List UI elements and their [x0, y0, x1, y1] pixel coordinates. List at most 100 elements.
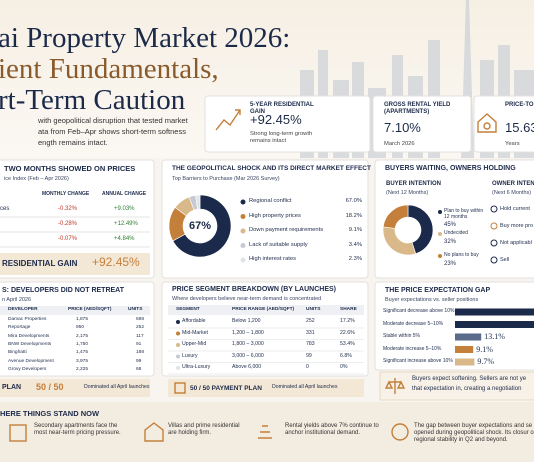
- panel-subtitle: Top Barriers to Purchase (Mar 2026 Surve…: [172, 176, 280, 182]
- table-cell: Binghatti: [8, 350, 27, 356]
- sub-subtitle: (Next 6 Months): [492, 190, 532, 196]
- table-cell: 91: [136, 341, 142, 347]
- table-cell: 22.6%: [340, 329, 355, 336]
- stat-label: PRICE-TO: [505, 102, 534, 108]
- table-cell: 3,975: [76, 358, 89, 364]
- table-cell: 99: [306, 352, 312, 359]
- column-header: PRICE (AED/SQFT): [68, 307, 112, 312]
- owner-item: Buy more pro: [500, 223, 534, 229]
- panel-title: PRICE SEGMENT BREAKDOWN (BY LAUNCHES): [172, 286, 336, 293]
- bar-label: Stable within 5%: [383, 333, 420, 339]
- stat-label: 5-YEAR RESIDENTIAL GAIN: [250, 102, 314, 115]
- column-header: ANNUAL CHANGE: [102, 191, 147, 197]
- column-header: UNITS: [306, 307, 321, 312]
- annual-change: +9.03%: [114, 206, 135, 212]
- annual-change: +4.84%: [114, 236, 135, 242]
- table-cell: 53.4%: [340, 341, 355, 347]
- gain-value: +92.45%: [92, 255, 140, 269]
- bar-value: 13.1%: [484, 332, 505, 341]
- legend-value: 45%: [444, 222, 457, 228]
- table-cell: 1,750: [76, 341, 89, 347]
- table-cell: 1,200 – 1,800: [232, 329, 264, 336]
- bar-label: Significant decrease above 10%: [383, 308, 455, 314]
- legend-label: No plans to buy: [444, 252, 479, 258]
- table-cell: 0%: [340, 364, 348, 370]
- owner-item: Hold current: [500, 206, 530, 212]
- table-cell: 3,000 – 6,000: [232, 352, 264, 359]
- table-cell: 68: [136, 366, 142, 372]
- title-line: ient Fundamentals,: [0, 53, 219, 85]
- table-cell: 252: [306, 318, 315, 324]
- title-line: ai Property Market 2026:: [0, 22, 291, 54]
- table-cell: 252: [136, 325, 145, 331]
- summary-title: HERE THINGS STAND NOW: [0, 409, 100, 418]
- stat-note: Years: [505, 141, 520, 147]
- plan-note: Dominated all April launches: [84, 384, 150, 390]
- table-cell: Above 6,000: [232, 364, 262, 370]
- table-cell: 188: [136, 350, 145, 356]
- table-cell: Ultra-Luxury: [182, 364, 211, 370]
- intro-line: ata from Feb–Apr shows short-term softne…: [38, 127, 186, 136]
- bar-label: Significant increase above 10%: [383, 358, 453, 364]
- title-line: rt-Term Caution: [0, 84, 186, 116]
- monthly-change: -0.28%: [58, 221, 78, 227]
- panel-title: TWO MONTHS SHOWED ON PRICES: [4, 164, 136, 173]
- column-header: UNITS: [128, 307, 143, 312]
- table-cell: Upper-Mid: [182, 341, 207, 347]
- legend-label: Lack of suitable supply: [249, 241, 308, 248]
- table-cell: 2,225: [76, 366, 89, 372]
- intro-line: ength remains intact.: [38, 138, 108, 147]
- legend-value: 2.3%: [348, 256, 362, 262]
- sub-subtitle: (Next 12 Months): [386, 190, 429, 196]
- table-cell: 331: [306, 329, 315, 336]
- table-cell: 1,875: [76, 317, 89, 322]
- stat-note: Strong long-term growth remains intact: [250, 131, 313, 144]
- summary-item: Rental yields above 7% continue to ancho…: [285, 423, 379, 436]
- panel-title: THE GEOPOLITICAL SHOCK AND ITS DIRECT MA…: [172, 165, 371, 172]
- row-label: ces: [0, 206, 10, 212]
- table-cell: 99: [136, 358, 142, 364]
- table-cell: 1,475: [76, 350, 89, 356]
- table-cell: Mid-Market: [182, 329, 208, 336]
- legend-value: 3.4%: [348, 241, 362, 248]
- table-cell: 6.8%: [340, 352, 352, 359]
- gain-band: [0, 253, 150, 275]
- panel-subtitle: ice Index (Feb – Apr 2026): [4, 176, 69, 182]
- stat-value: 7.10%: [384, 120, 421, 135]
- table-cell: Affordable: [182, 318, 206, 324]
- plan-band: [0, 379, 150, 397]
- stat-value: +92.45%: [250, 112, 302, 127]
- column-header: MONTHLY CHANGE: [42, 191, 90, 197]
- table-cell: Mira Developments: [8, 333, 50, 339]
- legend-value: 67.0%: [345, 198, 362, 204]
- table-cell: Below 1,200: [232, 318, 261, 324]
- summary-item: The gap between buyer expectations and s…: [414, 423, 534, 443]
- intro-line: with geopolitical disruption that tested…: [38, 116, 188, 125]
- table-cell: 1,800 – 3,000: [232, 341, 264, 347]
- table-cell: 2,175: [76, 333, 89, 339]
- plan-label: PLAN: [2, 384, 22, 391]
- panel-title: BUYERS WAITING, OWNERS HOLDING: [385, 165, 516, 172]
- column-header: PRICE RANGE (AED/SQFT): [232, 307, 295, 312]
- sub-title: OWNER INTENT: [492, 181, 534, 187]
- legend-value: 32%: [444, 239, 457, 245]
- bar-label: Moderate decrease 5–10%: [383, 320, 444, 327]
- table-header: [0, 306, 150, 315]
- table-cell: 17.2%: [340, 318, 355, 324]
- plan-note: Dominated all April launches: [272, 384, 338, 390]
- panel-title: S: DEVELOPERS DID NOT RETREAT: [2, 287, 124, 294]
- table-cell: Grovy Developers: [8, 366, 47, 372]
- table-cell: Damac Properties: [8, 317, 47, 322]
- panel-title: THE PRICE EXPECTATION GAP: [385, 287, 491, 294]
- donut-center: 67%: [189, 220, 212, 232]
- table-cell: Reportage: [8, 325, 31, 331]
- table-cell: 950: [76, 325, 85, 331]
- monthly-change: -0.32%: [58, 206, 78, 212]
- column-header: SHARE: [340, 307, 357, 312]
- stat-label: GROSS RENTAL YIELD (APARTMENTS): [384, 102, 451, 115]
- table-cell: BNW Developments: [8, 341, 52, 347]
- table-header: [168, 305, 364, 315]
- gain-label: RESIDENTIAL GAIN: [2, 259, 78, 268]
- table-cell: 117: [136, 333, 144, 339]
- table-cell: 598: [136, 317, 145, 322]
